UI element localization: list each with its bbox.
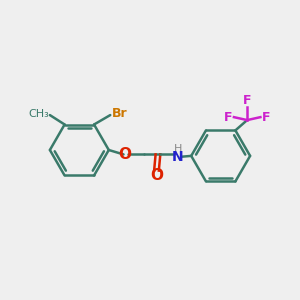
Text: O: O	[150, 167, 163, 182]
Text: N: N	[172, 150, 184, 164]
Text: F: F	[243, 94, 251, 107]
Text: H: H	[174, 143, 182, 154]
Text: O: O	[118, 147, 131, 162]
Text: F: F	[262, 111, 271, 124]
Text: F: F	[224, 111, 232, 124]
Text: CH₃: CH₃	[28, 109, 49, 118]
Text: Br: Br	[112, 107, 127, 120]
